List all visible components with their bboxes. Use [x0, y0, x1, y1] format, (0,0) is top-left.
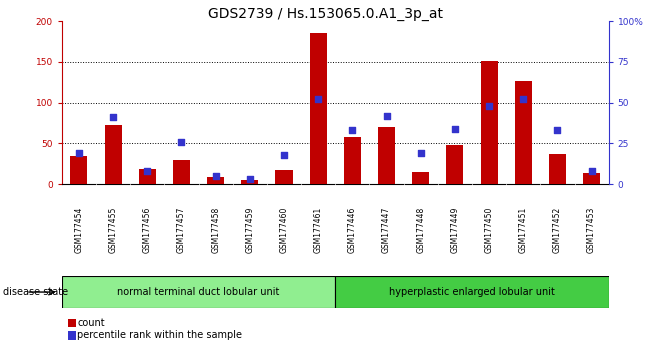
Bar: [139, 170, 156, 184]
Point: [313, 97, 324, 102]
Point: [450, 126, 460, 132]
Point: [176, 139, 187, 144]
Text: GSM177446: GSM177446: [348, 207, 357, 253]
Point: [279, 152, 289, 158]
Bar: [70, 156, 87, 184]
Text: normal terminal duct lobular unit: normal terminal duct lobular unit: [117, 287, 280, 297]
Text: GSM177460: GSM177460: [279, 207, 288, 253]
Text: count: count: [77, 318, 105, 328]
Bar: [173, 160, 190, 184]
Text: GSM177456: GSM177456: [143, 207, 152, 253]
Text: GDS2739 / Hs.153065.0.A1_3p_at: GDS2739 / Hs.153065.0.A1_3p_at: [208, 7, 443, 21]
Point: [381, 113, 392, 119]
Bar: [310, 33, 327, 184]
Bar: [447, 145, 464, 184]
Text: GSM177453: GSM177453: [587, 207, 596, 253]
Point: [484, 103, 494, 109]
Text: GSM177458: GSM177458: [211, 207, 220, 253]
Point: [108, 114, 118, 120]
Point: [210, 173, 221, 179]
Point: [552, 127, 562, 133]
Text: GSM177452: GSM177452: [553, 207, 562, 253]
Text: GSM177449: GSM177449: [450, 207, 460, 253]
Text: GSM177451: GSM177451: [519, 207, 528, 253]
Text: GSM177455: GSM177455: [109, 207, 118, 253]
Text: hyperplastic enlarged lobular unit: hyperplastic enlarged lobular unit: [389, 287, 555, 297]
Bar: [275, 170, 292, 184]
Bar: [549, 154, 566, 184]
Bar: [344, 137, 361, 184]
Bar: [242, 180, 258, 184]
Bar: [378, 127, 395, 184]
Text: GSM177454: GSM177454: [74, 207, 83, 253]
Text: percentile rank within the sample: percentile rank within the sample: [77, 330, 242, 340]
Bar: [68, 319, 76, 327]
Bar: [583, 173, 600, 184]
Bar: [412, 172, 429, 184]
Point: [245, 176, 255, 182]
Bar: [207, 177, 224, 184]
Bar: [335, 276, 609, 308]
Bar: [105, 125, 122, 184]
Text: GSM177448: GSM177448: [416, 207, 425, 253]
Point: [415, 150, 426, 156]
Text: GSM177461: GSM177461: [314, 207, 323, 253]
Point: [587, 168, 597, 174]
Text: GSM177450: GSM177450: [484, 207, 493, 253]
Point: [142, 168, 152, 174]
Text: GSM177459: GSM177459: [245, 207, 255, 253]
Point: [74, 150, 84, 156]
Bar: [480, 61, 497, 184]
Text: GSM177447: GSM177447: [382, 207, 391, 253]
Bar: [68, 331, 76, 340]
Text: disease state: disease state: [3, 287, 68, 297]
Bar: [62, 276, 335, 308]
Bar: [515, 81, 532, 184]
Text: GSM177457: GSM177457: [177, 207, 186, 253]
Point: [518, 97, 529, 102]
Point: [347, 127, 357, 133]
